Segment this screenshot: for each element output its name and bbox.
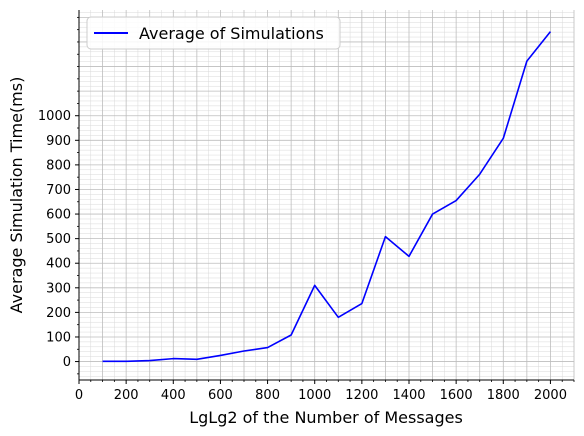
y-tick-label: 800 (46, 158, 71, 173)
tick-labels: 0 200 400 600 800 1000 1200 1400 1600 1800 2000 0 10… (38, 109, 567, 403)
legend-label: Average of Simulations (139, 24, 324, 43)
x-tick-label: 600 (208, 388, 233, 403)
y-tick-label: 1000 (38, 109, 71, 124)
x-tick-label: 0 (75, 388, 83, 403)
x-tick-label: 1000 (298, 388, 331, 403)
y-tick-label: 0 (63, 355, 71, 370)
y-tick-label: 900 (46, 134, 71, 149)
x-tick-label: 1800 (487, 388, 520, 403)
y-tick-label: 300 (46, 281, 71, 296)
x-tick-label: 800 (255, 388, 280, 403)
grid (78, 10, 575, 380)
x-tick-label: 1200 (345, 388, 378, 403)
y-tick-label: 500 (46, 232, 71, 247)
y-tick-label: 200 (46, 306, 71, 321)
series-line-0 (102, 31, 552, 363)
x-tick-label: 200 (114, 388, 139, 403)
legend: Average of Simulations (86, 16, 341, 50)
x-axis-label: LgLg2 of the Number of Messages (189, 408, 463, 427)
axes (75, 10, 575, 384)
x-tick-label: 1400 (392, 388, 425, 403)
y-tick-label: 100 (46, 330, 71, 345)
y-tick-label: 400 (46, 257, 71, 272)
y-tick-label: 700 (46, 183, 71, 198)
legend-box (86, 16, 341, 50)
y-tick-label: 600 (46, 208, 71, 223)
x-tick-label: 2000 (534, 388, 567, 403)
y-axis-label: Average Simulation Time(ms) (7, 77, 26, 314)
series-layer (102, 31, 552, 363)
x-tick-label: 1600 (440, 388, 473, 403)
x-tick-label: 400 (161, 388, 186, 403)
